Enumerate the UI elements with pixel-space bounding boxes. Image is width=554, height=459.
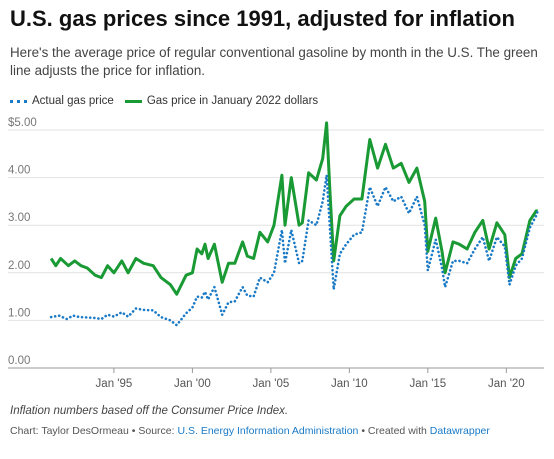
chart-title: U.S. gas prices since 1991, adjusted for… <box>10 6 515 31</box>
y-tick-label: 0.00 <box>8 355 30 367</box>
credit-sep-source: • Source: <box>128 425 178 437</box>
credit-author: Chart: Taylor DesOrmeau <box>10 425 129 437</box>
chart-subtitle: Here's the average price of regular conv… <box>10 45 538 78</box>
y-tick-label: 2.00 <box>8 260 30 272</box>
legend-item-actual: Actual gas price <box>10 95 114 107</box>
y-tick-label: 3.00 <box>8 212 30 224</box>
legend-swatch-actual <box>10 99 27 103</box>
legend-item-adjusted: Gas price in January 2022 dollars <box>124 95 319 107</box>
series-line-actual <box>49 173 539 327</box>
line-chart: 0.00 1.00 2.00 3.00 4.00 $5.00 Jan '95 Jan '00 J… <box>8 117 544 390</box>
chart-credits: Chart: Taylor DesOrmeau • Source: U.S. E… <box>10 425 490 437</box>
y-tick-label: 4.00 <box>8 165 30 177</box>
source-link[interactable]: U.S. Energy Information Administration <box>177 425 359 437</box>
x-tick-label: Jan '20 <box>488 378 525 390</box>
y-tick-label: 1.00 <box>8 307 30 319</box>
legend-label-adjusted: Gas price in January 2022 dollars <box>146 95 319 107</box>
legend-swatch-adjusted <box>124 99 142 103</box>
x-tick-label: Jan '10 <box>331 378 368 390</box>
legend-label-actual: Actual gas price <box>32 95 114 107</box>
series-line-adjusted <box>49 121 538 296</box>
y-tick-label: $5.00 <box>8 117 37 129</box>
datawrapper-link[interactable]: Datawrapper <box>429 425 490 437</box>
x-tick-label: Jan '00 <box>174 378 211 390</box>
x-tick-label: Jan '05 <box>253 378 290 390</box>
x-tick-label: Jan '15 <box>409 378 446 390</box>
chart-notes: Inflation numbers based off the Consumer… <box>10 405 289 417</box>
chart-legend: Actual gas price Gas price in January 20… <box>10 93 329 109</box>
credit-sep-tool: • Created with <box>358 425 430 437</box>
x-tick-label: Jan '95 <box>96 378 133 390</box>
